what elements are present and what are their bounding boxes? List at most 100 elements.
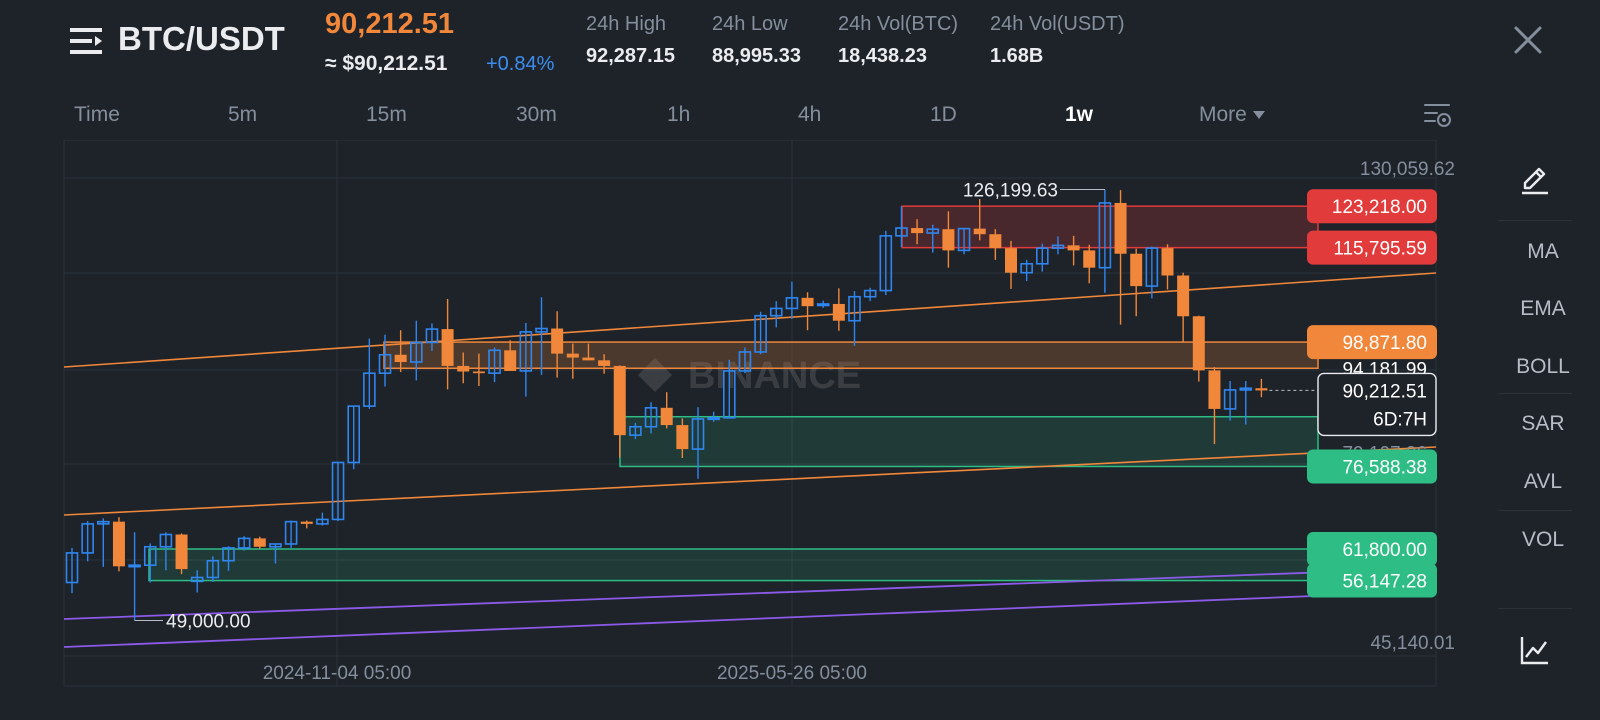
candle-body	[1098, 202, 1112, 269]
candle-body	[801, 297, 814, 307]
candle-body	[644, 406, 658, 428]
price-tag-label: 61,800.00	[1342, 540, 1427, 561]
candle-body	[409, 341, 423, 363]
price-tag-label: 98,871.80	[1342, 333, 1427, 354]
candle-body	[660, 407, 673, 426]
tab-1d[interactable]: 1D	[930, 103, 957, 126]
more-dropdown[interactable]: More	[1199, 103, 1265, 127]
chart-settings-icon[interactable]	[1423, 101, 1453, 129]
x-axis-label: 2025-05-26 05:00	[717, 663, 867, 684]
candle-body	[441, 329, 454, 366]
candle-body	[1114, 202, 1127, 254]
current-price-box	[1317, 372, 1437, 437]
candle-body	[237, 537, 251, 549]
indicator-ma[interactable]: MA	[1527, 240, 1559, 263]
candle-body	[378, 353, 392, 374]
stat-label: 24h Vol(USDT)	[990, 13, 1125, 35]
tab-15m[interactable]: 15m	[366, 103, 407, 126]
stat-24h-vol-btc: 24h Vol(BTC) 18,438.23	[838, 13, 958, 68]
candle-body	[1130, 253, 1143, 287]
stat-value: 1.68B	[990, 45, 1044, 67]
watermark-text: BINANCE	[688, 355, 861, 397]
trend-line	[63, 567, 1437, 620]
stat-24h-vol-usdt: 24h Vol(USDT) 1.68B	[990, 13, 1125, 68]
candle-body	[1192, 316, 1205, 371]
candle-body	[722, 370, 736, 419]
binance-logo-icon	[638, 358, 672, 392]
stat-label: 24h Vol(BTC)	[838, 13, 959, 35]
stat-value: 92,287.15	[586, 45, 675, 67]
candle-body	[253, 538, 266, 547]
stat-label: 24h High	[586, 13, 667, 35]
stat-24h-high: 24h High 92,287.15	[586, 13, 675, 68]
candle-body	[582, 357, 595, 361]
indicator-avl[interactable]: AVL	[1523, 470, 1563, 493]
candle-body	[1145, 247, 1159, 287]
y-axis-label: 130,059.62	[1360, 159, 1455, 180]
x-axis-label: 2024-11-04 05:00	[263, 663, 412, 684]
price-tag-red	[1307, 230, 1437, 265]
countdown-label: 6D:7H	[1373, 409, 1427, 430]
price-tag-label: 123,218.00	[1332, 197, 1427, 218]
candle-body	[942, 229, 955, 251]
indicator-ema[interactable]: EMA	[1520, 297, 1566, 320]
candle-body	[598, 360, 611, 366]
candle-body	[363, 372, 376, 407]
candle-body	[472, 371, 485, 374]
candle-body	[754, 314, 767, 353]
candle-body	[926, 228, 940, 234]
divider	[1498, 393, 1572, 394]
trend-line	[63, 446, 1437, 516]
candle-body	[112, 521, 125, 567]
indicator-boll[interactable]: BOLL	[1516, 355, 1570, 378]
drawing-tools-icon[interactable]	[1518, 163, 1552, 197]
candlestick-chart[interactable]: BINANCE 126,199.63 49,000.00 130,059.62 45,1…	[0, 140, 1465, 720]
divider	[1498, 608, 1572, 609]
menu-icon[interactable]	[70, 26, 104, 56]
trend-line	[63, 590, 1437, 648]
candle-body	[911, 228, 924, 234]
candle-body	[676, 425, 689, 450]
candle-body	[1239, 387, 1253, 391]
candle-body	[1020, 262, 1033, 274]
candle-body	[535, 327, 548, 333]
close-icon[interactable]	[1512, 24, 1544, 56]
low-marker-label: 49,000.00	[166, 611, 251, 632]
pair-title[interactable]: BTC/USDT	[118, 20, 285, 57]
tab-5m[interactable]: 5m	[228, 103, 258, 126]
candle-body	[1005, 248, 1017, 273]
price-tag-label: 76,588.38	[1342, 457, 1427, 478]
candle-body	[613, 365, 626, 436]
chart-type-icon[interactable]	[1518, 633, 1552, 667]
watermark: BINANCE	[638, 355, 861, 397]
indicator-vol[interactable]: VOL	[1521, 528, 1565, 551]
candle-body	[190, 576, 204, 583]
candle-body	[316, 518, 329, 525]
candle-body	[425, 328, 439, 344]
last-price: 90,212.51	[325, 8, 455, 40]
candle-body	[1036, 247, 1049, 265]
candle-body	[957, 227, 971, 252]
candle-body	[488, 349, 501, 374]
price-tag-label: 56,147.28	[1342, 572, 1427, 593]
tab-4h[interactable]: 4h	[798, 103, 822, 126]
tab-30m[interactable]: 30m	[516, 103, 557, 126]
candle-body	[331, 461, 345, 521]
candle-body	[300, 521, 313, 524]
candle-body	[691, 418, 705, 450]
price-tag-orange	[1307, 325, 1437, 360]
candle-body	[769, 307, 783, 317]
zone-green	[619, 415, 1319, 468]
zone-green	[148, 548, 1319, 582]
candle-body	[65, 552, 79, 584]
candle-body	[175, 534, 188, 570]
tab-1h[interactable]: 1h	[667, 103, 691, 126]
candle-body	[973, 228, 986, 235]
candle-body	[394, 354, 407, 363]
candle-body	[1051, 244, 1065, 249]
candle-body	[519, 331, 533, 372]
tab-1w[interactable]: 1w	[1065, 103, 1094, 126]
indicator-sar[interactable]: SAR	[1521, 412, 1565, 435]
tab-time[interactable]: Time	[74, 103, 120, 126]
candle-body	[785, 297, 799, 310]
